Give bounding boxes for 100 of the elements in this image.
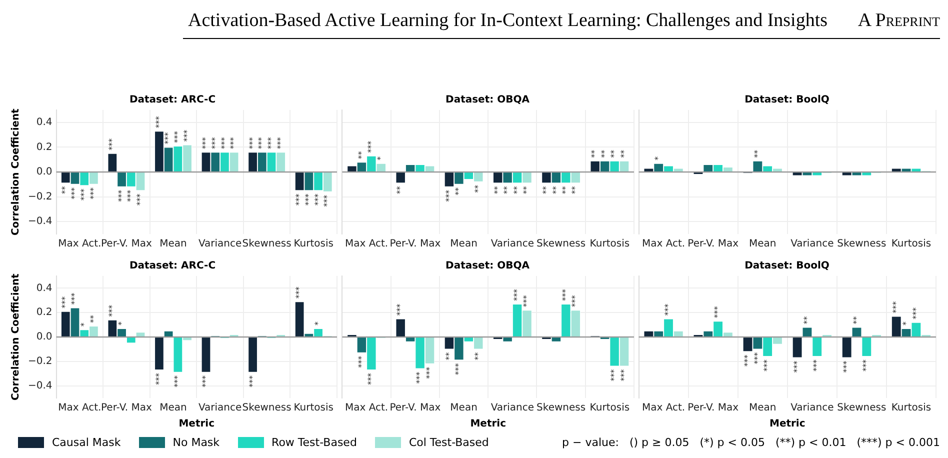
y-axis-title: Correlation Coefficient [10, 273, 22, 400]
data-label: ** [802, 316, 812, 324]
data-label: *** [60, 296, 70, 308]
y-tick-label: 0.4 [36, 116, 52, 128]
x-tick-label: Kurtosis [294, 402, 334, 414]
x-tick-label: Skewness [837, 238, 886, 250]
data-label: *** [294, 286, 304, 299]
data-label: *** [512, 289, 522, 302]
data-label: *** [762, 360, 772, 372]
data-label: ** [570, 186, 580, 194]
data-label: *** [619, 369, 628, 382]
x-tick-label: Kurtosis [590, 238, 630, 250]
x-tick-label: Skewness [837, 402, 886, 414]
data-label: *** [742, 354, 752, 367]
data-label: * [901, 321, 910, 326]
x-tick-label: Variance [790, 402, 834, 414]
x-tick-label: Mean [749, 402, 776, 414]
data-label: *** [108, 304, 117, 317]
data-label: *** [182, 130, 192, 142]
x-tick-label: Per-V. Max [390, 402, 441, 414]
data-label: *** [792, 360, 802, 373]
y-tick-label: −0.2 [28, 191, 52, 202]
data-label: *** [561, 289, 570, 302]
y-tick-label: 0.0 [36, 332, 52, 343]
data-label: *** [415, 372, 424, 384]
data-label: *** [454, 363, 464, 376]
y-axis-title: Correlation Coefficient [10, 108, 22, 236]
data-label: *** [164, 132, 173, 144]
data-label: *** [294, 194, 304, 206]
y-tick-label: −0.2 [28, 356, 52, 367]
data-label: * [79, 322, 88, 327]
data-label: *** [108, 138, 117, 150]
data-label: *** [88, 187, 98, 200]
x-tick-label: Skewness [242, 402, 292, 414]
x-tick-label: Variance [198, 402, 242, 414]
data-label: * [116, 321, 126, 326]
x-tick-label: Kurtosis [590, 402, 630, 414]
data-label: *** [154, 372, 164, 385]
data-label: *** [201, 375, 210, 388]
data-label: ** [551, 186, 560, 194]
x-tick-label: Variance [490, 238, 534, 250]
x-tick-label: Max Act. [58, 402, 102, 414]
chart-title: Dataset: BoolQ [744, 260, 830, 272]
chart-title: Dataset: OBQA [446, 94, 530, 106]
data-label: ** [454, 187, 464, 196]
data-label: ** [590, 150, 600, 158]
text: Activation-Based Active Learning for In-Context Learning: Challenges and Insights [188, 10, 828, 32]
data-label: *** [570, 295, 580, 308]
legend-label: Causal Mask [52, 436, 121, 449]
data-label: ** [610, 150, 619, 158]
x-tick-label: Per-V. Max [688, 402, 739, 414]
x-tick-label: Per-V. Max [390, 238, 441, 250]
data-label: *** [713, 306, 722, 318]
x-tick-label: Max Act. [642, 238, 686, 250]
data-label: *** [396, 304, 405, 316]
x-axis-title: Metric [470, 418, 506, 430]
y-tick-label: 0.4 [36, 282, 52, 294]
data-label: *** [116, 190, 126, 202]
x-tick-label: Mean [450, 402, 478, 414]
data-label: *** [444, 190, 454, 202]
data-label: ** [444, 352, 454, 360]
data-label: ** [492, 186, 502, 194]
data-label: *** [136, 194, 145, 206]
x-tick-label: Variance [198, 238, 242, 250]
x-tick-label: Mean [450, 238, 478, 250]
data-label: ** [396, 186, 405, 194]
chart-title: Dataset: ARC-C [129, 260, 216, 272]
y-tick-label: 0.2 [36, 307, 52, 318]
chart-title: Dataset: BoolQ [744, 94, 830, 106]
data-label: ** [60, 186, 70, 194]
data-label: *** [248, 137, 257, 150]
data-label: * [313, 321, 322, 326]
y-tick-label: −0.4 [28, 380, 52, 392]
x-tick-label: Mean [749, 238, 776, 250]
data-label: *** [70, 187, 80, 200]
data-label: *** [752, 352, 762, 364]
data-label: *** [911, 307, 920, 320]
data-label: *** [664, 304, 673, 316]
x-axis-title: Metric [178, 418, 215, 430]
data-label: *** [126, 190, 136, 202]
data-label: * [376, 156, 386, 160]
data-label: * [654, 156, 663, 160]
data-label: *** [304, 194, 314, 206]
legend-label: Row Test-Based [272, 436, 357, 449]
x-axis-title: Metric [769, 418, 806, 430]
data-label: *** [366, 372, 376, 385]
data-label: *** [356, 356, 366, 368]
x-tick-label: Kurtosis [891, 238, 932, 250]
data-label: *** [266, 137, 276, 150]
x-tick-label: Variance [790, 238, 834, 250]
x-tick-label: Kurtosis [294, 238, 334, 250]
text: p − value: () p ≥ 0.05 (*) p < 0.05 (**) p < 0.01 (***) p < 0.001 [562, 436, 940, 449]
data-label: *** [812, 360, 822, 372]
x-tick-label: Per-V. Max [101, 402, 152, 414]
data-label: ** [561, 186, 570, 194]
data-label: *** [313, 194, 322, 206]
data-label: *** [424, 366, 434, 379]
data-label: ** [88, 315, 98, 324]
data-label: *** [201, 137, 210, 150]
x-tick-label: Mean [160, 402, 187, 414]
